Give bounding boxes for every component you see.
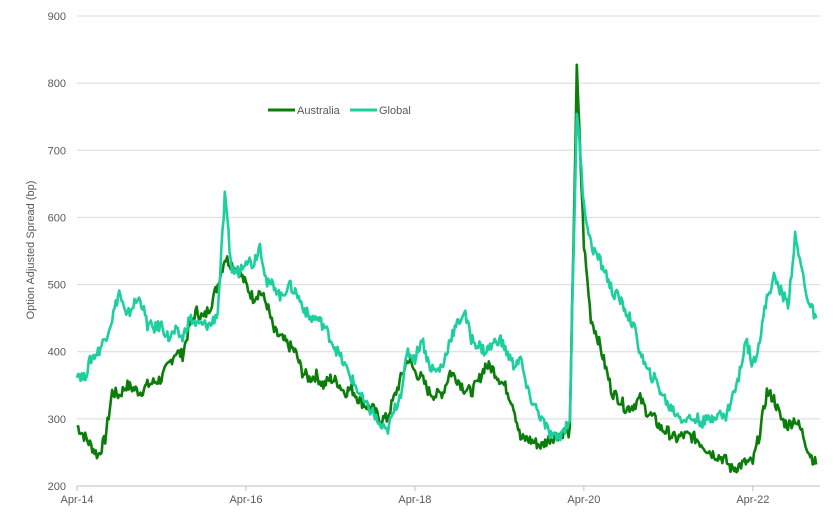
legend-label-australia: Australia (297, 105, 341, 117)
y-tick-label: 500 (48, 280, 66, 292)
y-tick-label: 900 (48, 11, 66, 23)
y-tick-label: 300 (48, 414, 66, 426)
series-line-australia (76, 63, 818, 474)
y-tick-label: 700 (48, 145, 66, 157)
y-tick-label: 200 (48, 481, 66, 493)
legend: Australia Global (268, 105, 411, 117)
x-tick-label: Apr-22 (736, 494, 769, 506)
legend-label-global: Global (379, 105, 411, 117)
x-tick-label: Apr-20 (567, 494, 600, 506)
series-line-global (75, 112, 818, 443)
y-axis-label: Option Adjusted Spread (bp) (25, 181, 37, 320)
y-tick-label: 400 (48, 347, 66, 359)
x-tick-label: Apr-14 (60, 494, 93, 506)
y-tick-label: 800 (48, 78, 66, 90)
y-tick-label: 600 (48, 212, 66, 224)
x-tick-label: Apr-18 (398, 494, 431, 506)
x-tick-label: Apr-16 (229, 494, 262, 506)
